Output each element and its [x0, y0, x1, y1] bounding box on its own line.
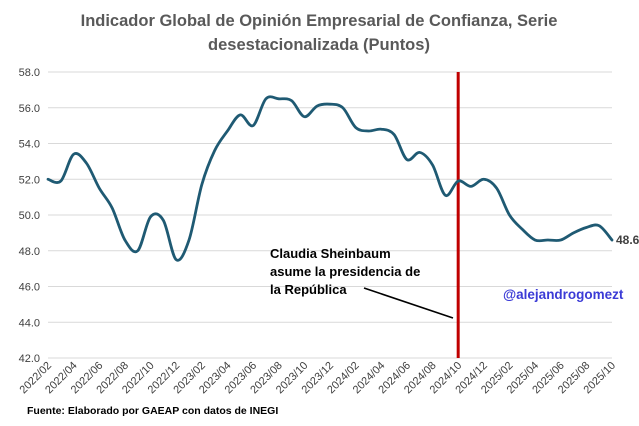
gridlines: [48, 71, 612, 359]
y-tick-label: 42.0: [19, 353, 40, 365]
y-axis: 42.0 44.0 46.0 48.0 50.0 52.0 54.0 56.0 58.0: [19, 67, 40, 365]
annotation-arrow: [363, 287, 454, 319]
source-note: Fuente: Elaborado por GAEAP con datos de…: [27, 405, 278, 417]
series-line: [46, 95, 614, 262]
y-tick-label: 52.0: [19, 174, 40, 186]
y-tick-label: 54.0: [19, 139, 40, 151]
series-points: [47, 98, 613, 260]
y-tick-label: 58.0: [19, 67, 40, 79]
y-tick-label: 48.0: [19, 246, 40, 258]
last-value-label: 48.6: [616, 233, 639, 247]
annotation-line-2: asume la presidencia de: [270, 264, 420, 279]
annotation-line-1: Claudia Sheinbaum: [270, 246, 391, 261]
y-tick-label: 46.0: [19, 282, 40, 294]
y-tick-label: 44.0: [19, 317, 40, 329]
y-tick-label: 56.0: [19, 103, 40, 115]
annotation-line-3: la República: [270, 282, 347, 297]
chart-title-line-1: Indicador Global de Opinión Empresarial …: [81, 12, 558, 30]
watermark-handle: @alejandrogomezt: [503, 287, 624, 302]
y-tick-label: 50.0: [19, 210, 40, 222]
x-axis: 2022/022022/042022/062022/082022/102022/…: [18, 360, 619, 397]
chart-title-line-2: desestacionalizada (Puntos): [208, 36, 430, 54]
